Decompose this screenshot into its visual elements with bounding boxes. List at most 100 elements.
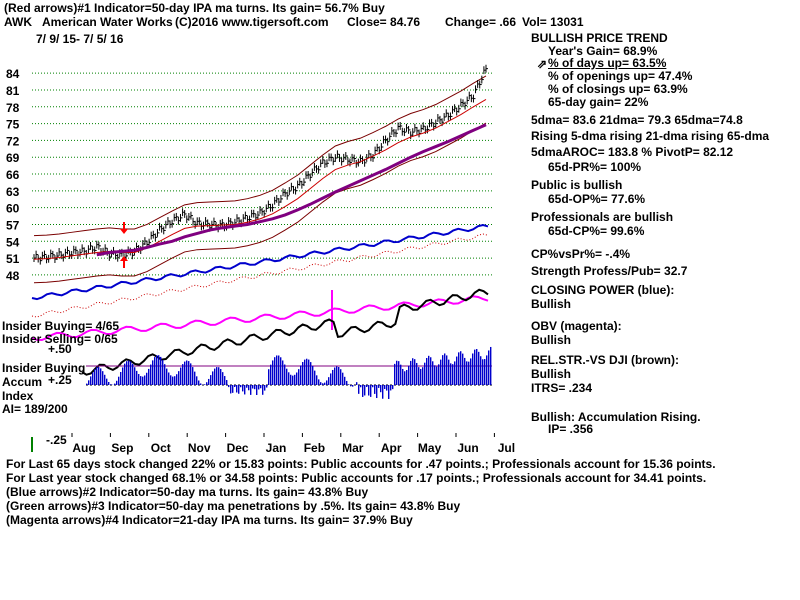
accum-bar (462, 353, 464, 385)
accum-bar (370, 385, 372, 397)
accum-bar (148, 368, 150, 385)
accum-bar (318, 379, 320, 385)
accum-bar (324, 382, 326, 385)
y-tick-label: 60 (6, 202, 20, 216)
days-up: % of days up= 63.5% (548, 56, 667, 70)
accum-bar (426, 357, 428, 385)
accum-bar (400, 364, 402, 385)
accum-bar (300, 365, 302, 385)
accum-bar (466, 361, 468, 385)
x-tick-label: May (418, 441, 442, 455)
accum-bar (430, 357, 432, 385)
accum-bar (254, 385, 256, 390)
accum-bar (464, 357, 466, 385)
accum-bar (412, 358, 414, 385)
accum-bar (186, 360, 188, 385)
accum-bar (358, 385, 360, 394)
accum-bar (296, 372, 298, 385)
accum-bar (174, 376, 176, 385)
accum-bar (270, 364, 272, 385)
accum-bar (100, 368, 102, 385)
accum-bar (418, 367, 420, 385)
accum-bar (312, 365, 314, 385)
accum-bar (90, 376, 92, 385)
accum-bar (264, 385, 266, 391)
accum-bar (180, 367, 182, 385)
accum-bar (338, 367, 340, 385)
y-tick-label: 69 (6, 151, 20, 165)
itrs-value: ITRS= .234 (531, 381, 593, 395)
accum-bar (316, 375, 318, 385)
accum-bar (150, 364, 152, 385)
accum-bar (154, 357, 156, 385)
accum-bar (450, 363, 452, 385)
accum-bar (320, 382, 322, 385)
accum-bar (472, 353, 474, 385)
accum-bar (350, 385, 352, 387)
rising-mas: Rising 5-dma rising 21-dma rising 65-dma (531, 129, 770, 143)
accum-bar (140, 376, 142, 385)
aroc-pivot: 5dmaAROC= 183.8 % PivotP= 82.12 (531, 145, 734, 159)
red-arrow-down (120, 222, 128, 234)
accum-bar (122, 367, 124, 385)
date-range: 7/ 9/ 15- 7/ 5/ 16 (36, 32, 124, 46)
accum-bar (162, 360, 164, 385)
accum-bar (404, 371, 406, 385)
accum-bar (482, 359, 484, 385)
accum-bar (328, 377, 330, 385)
accum-bar (102, 371, 104, 385)
accum-bar (232, 385, 234, 393)
accum-bar (142, 376, 144, 385)
accum-bar (246, 385, 248, 388)
accum-bar (352, 385, 354, 387)
level-plus-25: +.25 (48, 373, 72, 387)
years-gain: Year's Gain= 68.9% (548, 44, 658, 58)
accum-bar (198, 380, 200, 385)
relstr-status: Bullish (531, 367, 572, 381)
pr-value: 65d-PR%= 100% (548, 160, 642, 174)
accum-bar (448, 359, 450, 385)
accum-bar (476, 349, 478, 385)
accum-bar (288, 372, 290, 385)
accum-bar (314, 370, 316, 385)
accum-bar (396, 360, 398, 385)
accum-bar (86, 383, 88, 385)
accum-bar (420, 368, 422, 385)
company-name: American Water Works (42, 15, 173, 29)
copyright: (C)2016 www.tigersoft.com (175, 15, 329, 29)
ma65-line (96, 123, 487, 257)
accum-bar (362, 385, 364, 397)
accum-bar (172, 376, 174, 385)
accum-bar (344, 376, 346, 385)
x-tick-label: Dec (227, 441, 249, 455)
accum-bar (242, 385, 244, 392)
obv-line (31, 295, 489, 342)
insider-buying: Insider Buying= 4/65 (2, 319, 120, 333)
accum-bar (478, 351, 480, 385)
accum-bar (214, 368, 216, 385)
accum-bar (454, 361, 456, 385)
accum-bar (126, 361, 128, 385)
public-status: Public is bullish (531, 178, 623, 192)
accum-bar (342, 372, 344, 385)
accum-bar (226, 380, 228, 385)
accum-bar (276, 355, 278, 385)
accum-bar (118, 376, 120, 385)
accum-bar (484, 359, 486, 385)
accum-bar (88, 380, 90, 385)
accum-bar (258, 385, 260, 390)
accum-bar (98, 367, 100, 385)
accum-bar (92, 372, 94, 385)
accum-bar (212, 371, 214, 385)
x-tick-label: Nov (188, 441, 211, 455)
accum-bar (230, 385, 232, 394)
accum-bar (262, 385, 264, 395)
accum-bar (280, 357, 282, 385)
accum-bar (184, 361, 186, 385)
accum-bar (310, 362, 312, 385)
accum-bar (434, 365, 436, 385)
accum-bar (164, 364, 166, 385)
accum-bar (170, 375, 172, 385)
footer-green-arrows: (Green arrows)#3 Indicator=50-day ma pen… (6, 499, 461, 513)
accum-bar (458, 352, 460, 385)
